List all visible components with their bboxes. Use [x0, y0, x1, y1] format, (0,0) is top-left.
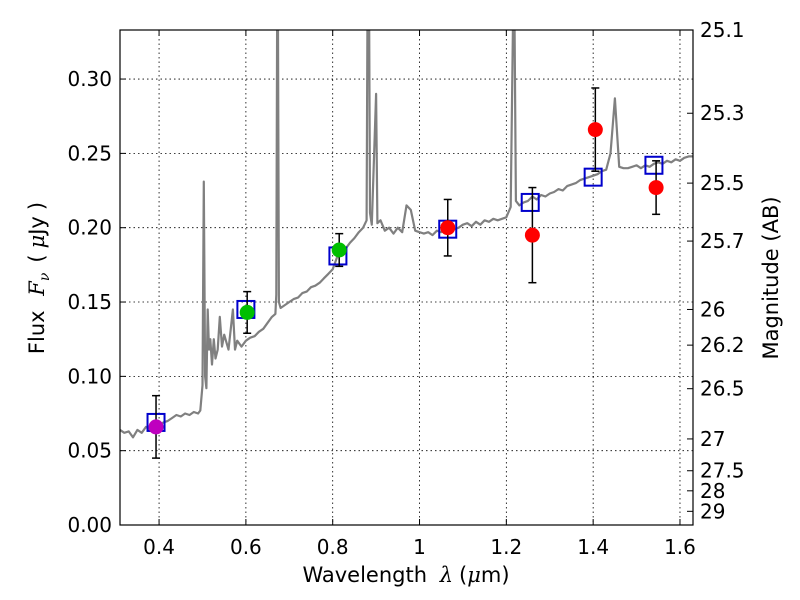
model-box: [644, 155, 664, 175]
y2-axis-title: Magnitude (AB): [759, 196, 783, 359]
x-tick-label: 1.4: [577, 535, 609, 559]
observed-point-green: [239, 304, 255, 320]
grid: [120, 30, 693, 525]
y-tick-label: 0.30: [67, 67, 112, 91]
y2-tick-label: 25.7: [700, 229, 745, 253]
model-box: [520, 192, 540, 212]
x-tick-label: 0.8: [317, 535, 349, 559]
model-box: [583, 167, 603, 187]
y2-tick-label: 27: [700, 427, 725, 451]
y-tick-label: 0.25: [67, 141, 112, 165]
x-axis-title: Wavelength λ (μm): [302, 563, 509, 587]
y2-tick-label: 27.5: [700, 459, 745, 483]
y-tick-label: 0.00: [67, 513, 112, 537]
y2-tick-label: 28: [700, 479, 725, 503]
model-spectrum-line: [120, 30, 693, 439]
observed-point-red: [648, 180, 664, 196]
plot-frame: [119, 29, 694, 526]
y2-tick-label: 25.1: [700, 18, 745, 42]
y-tick-label: 0.10: [67, 364, 112, 388]
observed-point-green: [331, 242, 347, 258]
observed-point-red: [587, 122, 603, 138]
y2-tick-label: 25.3: [700, 101, 745, 125]
y2-tick-label: 26.5: [700, 377, 745, 401]
x-tick-label: 0.4: [143, 535, 175, 559]
x-tick-label: 1: [413, 535, 426, 559]
plot-area: [120, 30, 693, 459]
observed-point-purple: [148, 419, 164, 435]
y2-tick-label: 29: [700, 499, 725, 523]
tick-marks: [120, 29, 693, 526]
y-axis-title: Flux Fν(μJy): [25, 202, 53, 354]
observed-point-red: [524, 227, 540, 243]
y-tick-label: 0.05: [67, 439, 112, 463]
y-tick-labels: 0.00 0.05 0.10 0.15 0.20 0.25 0.30: [67, 67, 112, 537]
observed-point-red: [440, 220, 456, 236]
x-tick-labels: 0.4 0.6 0.8 1 1.2 1.4 1.6: [143, 535, 696, 559]
y2-tick-label: 25.5: [700, 171, 745, 195]
x-tick-label: 1.6: [664, 535, 696, 559]
y-tick-label: 0.15: [67, 290, 112, 314]
y-tick-label: 0.20: [67, 216, 112, 240]
x-tick-label: 1.2: [490, 535, 522, 559]
y2-tick-label: 26.2: [700, 333, 745, 357]
x-tick-label: 0.6: [230, 535, 262, 559]
observed-points: [148, 87, 664, 459]
y2-tick-label: 26: [700, 297, 725, 321]
